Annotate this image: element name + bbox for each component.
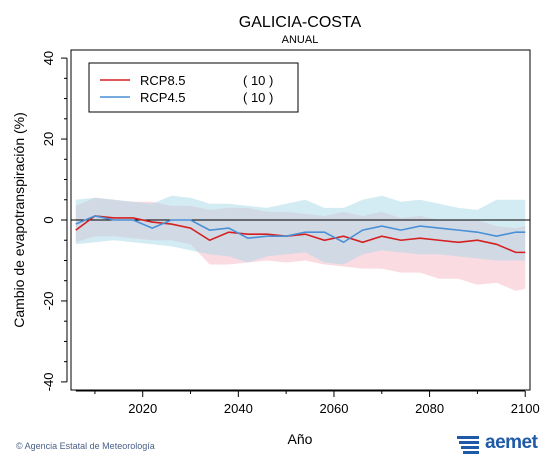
uncertainty-bands xyxy=(75,195,526,291)
aemet-logo-text: aemet xyxy=(485,432,538,453)
line-rcp45 xyxy=(75,215,526,244)
x-tick-label: 2060 xyxy=(320,401,349,416)
band-rcp45 xyxy=(75,195,526,265)
y-tick-label: 40 xyxy=(41,51,56,65)
y-axis: 40 20 0 -20 -40 xyxy=(41,51,68,392)
x-tick-label: 2080 xyxy=(415,401,444,416)
y-tick-label: 20 xyxy=(41,132,56,146)
legend-box xyxy=(88,62,299,113)
legend-label-rcp85: RCP8.5 xyxy=(140,73,186,88)
plot-frame xyxy=(70,49,531,391)
y-tick-label: 0 xyxy=(41,216,56,223)
aemet-logo: aemet xyxy=(455,432,547,456)
chart-title: GALICIA-COSTA xyxy=(239,14,362,31)
chart-subtitle: ANUAL xyxy=(282,34,319,46)
line-rcp85 xyxy=(75,215,526,254)
legend-count-rcp85: ( 10 ) xyxy=(243,73,273,88)
legend-count-rcp45: ( 10 ) xyxy=(243,90,273,105)
legend: RCP8.5 ( 10 ) RCP4.5 ( 10 ) xyxy=(88,62,299,113)
x-axis-label: Año xyxy=(288,431,313,447)
aemet-logo-icon xyxy=(457,436,479,454)
series-lines xyxy=(75,215,526,254)
y-tick-label: -20 xyxy=(41,292,56,311)
x-tick-label: 2100 xyxy=(511,401,540,416)
x-tick-label: 2020 xyxy=(128,401,157,416)
legend-label-rcp45: RCP4.5 xyxy=(140,90,186,105)
y-tick-label: -40 xyxy=(41,373,56,392)
x-tick-label: 2040 xyxy=(224,401,253,416)
y-axis-label: Cambio de evapotranspiración (%) xyxy=(11,112,27,328)
x-axis: 2020 2040 2060 2080 2100 xyxy=(75,390,540,416)
footer-credit: © Agencia Estatal de Meteorología xyxy=(16,441,155,451)
